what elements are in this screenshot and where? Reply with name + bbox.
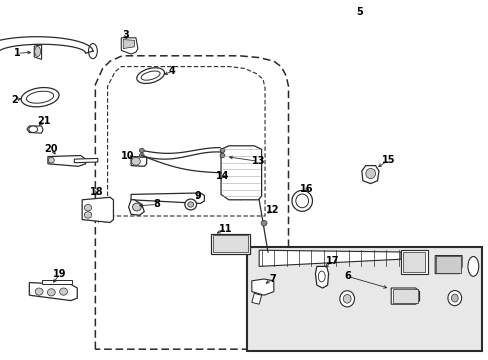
Bar xyxy=(213,235,248,252)
Polygon shape xyxy=(361,166,378,184)
Text: 21: 21 xyxy=(37,116,51,126)
Ellipse shape xyxy=(467,256,478,276)
Ellipse shape xyxy=(137,68,164,84)
Ellipse shape xyxy=(343,294,350,303)
Text: 15: 15 xyxy=(381,155,395,165)
Ellipse shape xyxy=(35,288,43,295)
Polygon shape xyxy=(315,266,328,288)
Polygon shape xyxy=(400,250,427,274)
Text: 5: 5 xyxy=(355,6,362,17)
Polygon shape xyxy=(131,193,204,203)
Ellipse shape xyxy=(29,126,38,132)
Polygon shape xyxy=(121,38,138,54)
Text: 9: 9 xyxy=(194,191,201,201)
Text: 7: 7 xyxy=(269,274,276,284)
Text: 17: 17 xyxy=(325,256,339,266)
Bar xyxy=(211,234,250,254)
Text: 1: 1 xyxy=(14,48,20,58)
Polygon shape xyxy=(251,293,261,304)
Ellipse shape xyxy=(84,212,92,218)
Ellipse shape xyxy=(447,291,461,306)
Polygon shape xyxy=(221,146,261,200)
Polygon shape xyxy=(123,40,134,49)
Ellipse shape xyxy=(365,168,375,179)
Polygon shape xyxy=(403,252,425,272)
Ellipse shape xyxy=(132,203,141,211)
Ellipse shape xyxy=(261,220,266,226)
Polygon shape xyxy=(74,158,98,163)
Ellipse shape xyxy=(88,44,97,59)
Ellipse shape xyxy=(291,190,312,211)
Ellipse shape xyxy=(21,87,59,107)
Polygon shape xyxy=(259,250,400,266)
Polygon shape xyxy=(251,279,273,295)
Polygon shape xyxy=(128,200,144,215)
Bar xyxy=(435,256,460,273)
Ellipse shape xyxy=(187,202,193,207)
Ellipse shape xyxy=(141,71,160,80)
Text: 14: 14 xyxy=(215,171,229,181)
Polygon shape xyxy=(82,197,113,222)
Ellipse shape xyxy=(220,153,224,158)
Text: 2: 2 xyxy=(11,95,18,105)
Ellipse shape xyxy=(318,271,325,282)
Polygon shape xyxy=(27,126,43,133)
Text: 11: 11 xyxy=(219,224,232,234)
Bar xyxy=(246,247,481,351)
Polygon shape xyxy=(29,283,77,301)
Text: 16: 16 xyxy=(300,184,313,194)
Text: 10: 10 xyxy=(121,150,135,161)
Ellipse shape xyxy=(139,148,144,153)
Text: 12: 12 xyxy=(265,204,279,215)
Ellipse shape xyxy=(60,288,67,295)
Ellipse shape xyxy=(339,291,354,307)
Ellipse shape xyxy=(26,91,54,103)
Text: 6: 6 xyxy=(344,271,351,282)
Ellipse shape xyxy=(35,46,41,57)
Ellipse shape xyxy=(84,204,92,211)
Ellipse shape xyxy=(47,289,55,296)
Ellipse shape xyxy=(48,157,54,163)
Ellipse shape xyxy=(220,148,224,153)
Text: 19: 19 xyxy=(53,269,66,279)
Bar xyxy=(392,289,417,303)
Text: 18: 18 xyxy=(90,186,103,197)
Ellipse shape xyxy=(295,194,308,208)
Polygon shape xyxy=(48,156,85,166)
Polygon shape xyxy=(34,45,41,59)
Text: 20: 20 xyxy=(44,144,58,154)
Polygon shape xyxy=(0,37,93,53)
Ellipse shape xyxy=(139,153,144,158)
Polygon shape xyxy=(434,256,461,274)
Polygon shape xyxy=(41,280,72,284)
Text: 4: 4 xyxy=(168,66,175,76)
Ellipse shape xyxy=(131,157,140,165)
Polygon shape xyxy=(390,288,419,304)
Text: 3: 3 xyxy=(122,30,129,40)
Polygon shape xyxy=(131,157,146,166)
Ellipse shape xyxy=(450,294,457,302)
Text: 13: 13 xyxy=(251,156,264,166)
Ellipse shape xyxy=(184,199,196,210)
Text: 8: 8 xyxy=(153,199,160,210)
